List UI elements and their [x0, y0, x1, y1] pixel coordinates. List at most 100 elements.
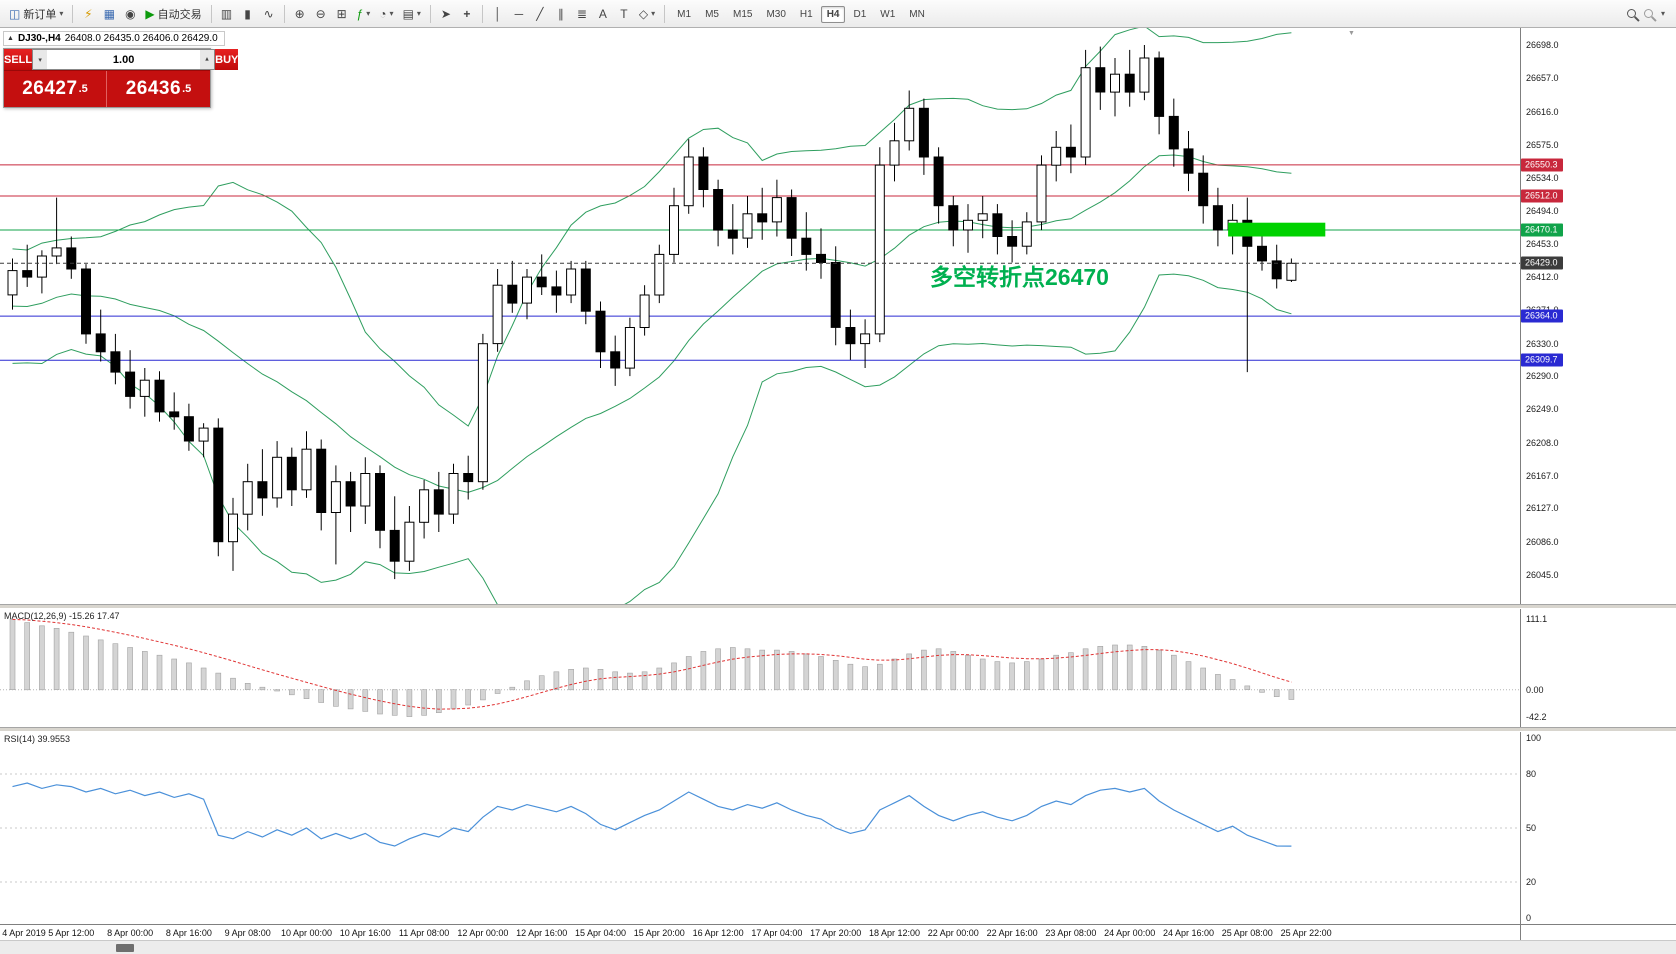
price-tag: 26429.0 — [1521, 256, 1563, 270]
line-chart-button[interactable]: ∿ — [259, 3, 279, 25]
auto-trading-button[interactable]: ▶ 自动交易 — [141, 3, 205, 25]
market-watch-button[interactable]: ▦ — [99, 3, 119, 25]
sell-price-main: 26427 — [22, 78, 78, 99]
indicators-button[interactable]: ƒ ▾ — [353, 3, 375, 25]
vertical-line-tool-button[interactable]: │ — [488, 3, 508, 25]
volume-decrease-button[interactable]: ▾ — [33, 50, 48, 69]
axis-label: 26127.0 — [1526, 503, 1559, 514]
chart-annotation-text[interactable]: 多空转折点26470 — [930, 264, 1109, 290]
timeframe-d1-button[interactable]: D1 — [853, 8, 867, 20]
collapse-panel-icon[interactable]: ▲ — [7, 35, 14, 42]
bar-chart-button[interactable]: ▥ — [217, 3, 237, 25]
panel-splitter[interactable] — [0, 727, 1676, 732]
vertical-line-icon: │ — [494, 6, 502, 21]
chart-shift-marker-icon[interactable]: ▼ — [1348, 30, 1355, 37]
macd-canvas[interactable]: MACD(12,26,9) -15.26 17.47 — [0, 609, 1520, 727]
toolbar-separator — [664, 4, 666, 23]
horizontal-line-tool-button[interactable]: ─ — [509, 3, 529, 25]
profiles-button[interactable]: ⚡ — [78, 3, 98, 25]
axis-label: 26534.0 — [1526, 173, 1559, 184]
axis-label: 26494.0 — [1526, 205, 1559, 216]
timeframe-h4-button[interactable]: H4 — [820, 5, 846, 23]
time-axis-label: 17 Apr 04:00 — [751, 928, 803, 938]
time-axis-label: 5 Apr 12:00 — [48, 928, 95, 938]
price-tag: 26550.3 — [1521, 158, 1563, 172]
timeframe-mn-button[interactable]: MN — [909, 8, 925, 20]
tile-windows-button[interactable]: ⊞ — [332, 3, 352, 25]
buy-button[interactable]: BUY — [215, 49, 239, 70]
macd-axis[interactable]: 111.1 0.00 -42.2 — [1520, 609, 1676, 727]
price-axis[interactable]: 26698.0 26657.0 26616.0 26575.0 26534.0 26494… — [1520, 28, 1676, 604]
axis-label: 26249.0 — [1526, 404, 1559, 415]
timeframe-w1-button[interactable]: W1 — [880, 8, 896, 20]
axis-label: 0.00 — [1526, 684, 1544, 695]
crosshair-tool-button[interactable]: + — [457, 3, 477, 25]
timeframe-m15-button[interactable]: M15 — [732, 8, 753, 20]
buy-price[interactable]: 26436.5 — [107, 71, 210, 107]
sell-price[interactable]: 26427.5 — [4, 71, 107, 107]
timeframe-m1-button[interactable]: M1 — [677, 8, 692, 20]
auto-trading-play-icon: ▶ — [145, 6, 155, 21]
cursor-tool-button[interactable]: ➤ — [436, 3, 456, 25]
time-axis[interactable]: 4 Apr 2019 5 Apr 12:00 8 Apr 00:00 8 Apr 16… — [0, 924, 1676, 940]
zoom-in-button[interactable]: ⊕ — [290, 3, 310, 25]
time-axis-corner — [1520, 925, 1676, 940]
trendline-tool-button[interactable]: ╱ — [530, 3, 550, 25]
time-axis-label: 12 Apr 00:00 — [457, 928, 509, 938]
timeframe-m5-button[interactable]: M5 — [705, 8, 719, 20]
line-chart-icon: ∿ — [263, 6, 274, 21]
periods-button[interactable]: ◔ ▾ — [375, 3, 397, 25]
tile-windows-icon: ⊞ — [336, 6, 347, 21]
templates-button[interactable]: ▤ ▾ — [399, 3, 425, 25]
trendline-icon: ╱ — [536, 6, 544, 21]
scrollbar-thumb[interactable] — [116, 944, 134, 952]
volume-increase-button[interactable]: ▾ — [200, 50, 215, 69]
volume-input[interactable] — [47, 50, 201, 69]
axis-label: 0 — [1526, 913, 1532, 923]
axis-label: 26330.0 — [1526, 338, 1559, 349]
symbol-box[interactable]: ▲ DJ30-,H4 26408.0 26435.0 26406.0 26429… — [3, 31, 225, 46]
time-axis-label: 18 Apr 12:00 — [868, 928, 921, 938]
horizontal-scrollbar[interactable] — [0, 940, 1676, 954]
chevron-down-icon[interactable]: ▾ — [1660, 9, 1665, 18]
axis-label: 26657.0 — [1526, 73, 1559, 84]
main-chart-canvas[interactable]: ▲ DJ30-,H4 26408.0 26435.0 26406.0 26429… — [0, 28, 1520, 604]
axis-label: 100 — [1526, 733, 1542, 743]
market-watch-icon: ▦ — [103, 6, 116, 21]
crosshair-icon: + — [463, 6, 471, 21]
time-axis-label: 25 Apr 08:00 — [1221, 928, 1273, 938]
zoom-out-button[interactable]: ⊖ — [311, 3, 331, 25]
sell-button[interactable]: SELL — [4, 49, 33, 70]
price-tag: 26512.0 — [1521, 189, 1563, 203]
shapes-tool-button[interactable]: ◇ ▾ — [635, 3, 659, 25]
axis-label: 26453.0 — [1526, 238, 1559, 249]
rsi-axis[interactable]: 100 80 50 20 0 — [1520, 732, 1676, 924]
highlight-rectangle[interactable] — [1228, 222, 1326, 237]
panel-splitter[interactable] — [0, 604, 1676, 609]
new-order-button[interactable]: ◫ 新订单 ▾ — [5, 3, 67, 25]
price-tag: 26309.7 — [1521, 353, 1563, 367]
label-tool-button[interactable]: T — [614, 3, 634, 25]
rsi-svg[interactable] — [0, 732, 1520, 924]
macd-svg[interactable] — [0, 609, 1520, 727]
chevron-down-icon: ▾ — [416, 9, 421, 18]
chevron-down-icon: ▾ — [389, 9, 394, 18]
axis-label: 26698.0 — [1526, 40, 1559, 50]
channel-tool-button[interactable]: ∥ — [551, 3, 571, 25]
axis-label: 26412.0 — [1526, 272, 1559, 283]
time-axis-label: 22 Apr 16:00 — [986, 928, 1038, 938]
new-order-icon: ◫ — [9, 6, 21, 21]
data-window-button[interactable]: ◉ — [120, 3, 140, 25]
timeframe-m30-button[interactable]: M30 — [766, 8, 786, 20]
fibonacci-tool-button[interactable]: ≣ — [572, 3, 592, 25]
search-secondary-icon[interactable] — [1643, 9, 1653, 18]
text-tool-button[interactable]: A — [593, 3, 613, 25]
horizontal-line-icon: ─ — [514, 6, 524, 21]
candlestick-chart-button[interactable]: ▮ — [238, 3, 258, 25]
rsi-canvas[interactable]: RSI(14) 39.9553 — [0, 732, 1520, 924]
timeframe-h1-button[interactable]: H1 — [799, 8, 813, 20]
price-chart-svg[interactable] — [0, 28, 1520, 604]
time-axis-label: 10 Apr 16:00 — [339, 928, 391, 938]
search-icon[interactable] — [1626, 9, 1636, 18]
symbol-ohlc: 26408.0 26435.0 26406.0 26429.0 — [64, 33, 218, 44]
